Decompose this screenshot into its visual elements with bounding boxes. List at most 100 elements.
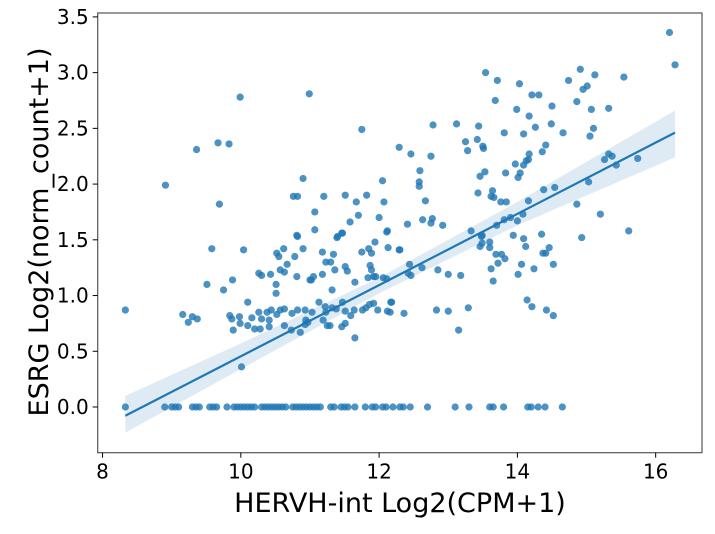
data-point [444, 270, 452, 278]
data-point [350, 306, 358, 314]
data-point [399, 403, 407, 411]
data-point [589, 124, 598, 132]
data-point [467, 227, 475, 235]
data-point [378, 177, 387, 185]
data-point [551, 183, 559, 192]
data-point [192, 145, 201, 154]
data-point [257, 315, 266, 323]
data-point [257, 271, 266, 280]
data-point [203, 280, 211, 288]
data-point [542, 141, 550, 149]
data-point [251, 325, 259, 333]
data-point [367, 249, 376, 257]
data-point [423, 403, 432, 411]
data-point [283, 260, 291, 268]
data-point [341, 191, 349, 199]
data-point [475, 122, 483, 130]
data-point [573, 98, 581, 106]
data-point [477, 232, 486, 241]
data-point [383, 228, 391, 236]
data-point [487, 265, 495, 273]
data-point [267, 306, 275, 314]
data-point [372, 403, 380, 411]
data-point [208, 245, 216, 253]
y-tick-label: 0.5 [57, 339, 89, 363]
data-point [308, 308, 316, 316]
data-point [502, 169, 510, 177]
data-point [513, 105, 521, 114]
data-point [586, 132, 594, 140]
data-point [214, 139, 222, 147]
data-point [464, 147, 472, 155]
data-point [452, 120, 461, 128]
data-point [272, 280, 280, 288]
data-point [315, 298, 323, 306]
data-point [499, 403, 508, 411]
data-point [293, 272, 301, 281]
data-point [228, 276, 237, 284]
data-point [326, 322, 334, 330]
y-tick-label: 3.0 [57, 61, 89, 85]
data-point [363, 191, 371, 199]
data-point [513, 217, 521, 225]
data-point [223, 403, 231, 411]
data-point [528, 303, 536, 311]
data-point [121, 306, 129, 314]
data-point [375, 213, 383, 222]
data-point [280, 305, 288, 313]
data-point [384, 244, 392, 252]
data-point [272, 289, 280, 297]
data-point [311, 226, 319, 234]
data-point [605, 104, 613, 112]
data-point [161, 181, 170, 189]
data-point [400, 309, 408, 317]
data-point [382, 403, 390, 411]
data-point [293, 232, 302, 241]
data-point [434, 266, 442, 274]
data-point [439, 221, 447, 229]
data-point [280, 322, 288, 330]
y-tick-label: 1.0 [57, 284, 89, 308]
confidence-band-layer [125, 110, 676, 433]
data-point [235, 313, 244, 321]
data-point [596, 210, 604, 218]
y-axis-label: ESRG Log2(norm_count+1) [24, 48, 55, 417]
x-tick-label: 16 [643, 460, 668, 484]
data-point [121, 403, 129, 411]
data-point [265, 316, 273, 324]
data-point [489, 403, 497, 411]
data-point [545, 244, 553, 252]
data-point [541, 403, 549, 411]
data-point [501, 255, 509, 263]
data-point [514, 270, 522, 278]
data-point [299, 174, 307, 183]
data-point [316, 403, 324, 411]
data-point [327, 258, 335, 266]
data-point [389, 403, 397, 411]
data-point [578, 233, 586, 242]
data-point [421, 197, 430, 205]
data-point [527, 403, 535, 411]
data-point [344, 403, 352, 411]
y-tick-label: 2.0 [57, 172, 89, 196]
data-point [380, 198, 388, 206]
data-point [244, 322, 252, 330]
data-point [358, 248, 366, 256]
data-point [671, 61, 679, 69]
data-point [374, 306, 382, 314]
data-point [367, 266, 376, 274]
data-point [444, 307, 452, 315]
data-point [486, 238, 494, 246]
data-point [179, 310, 187, 319]
data-point [305, 90, 313, 98]
data-point [248, 314, 256, 322]
data-point [361, 403, 369, 411]
data-point [236, 93, 244, 101]
data-point [288, 309, 296, 317]
data-point [481, 168, 489, 176]
x-tick-label: 14 [505, 460, 530, 484]
data-point [383, 307, 392, 315]
data-point [537, 230, 546, 238]
data-point [280, 268, 288, 276]
data-point [161, 403, 169, 411]
